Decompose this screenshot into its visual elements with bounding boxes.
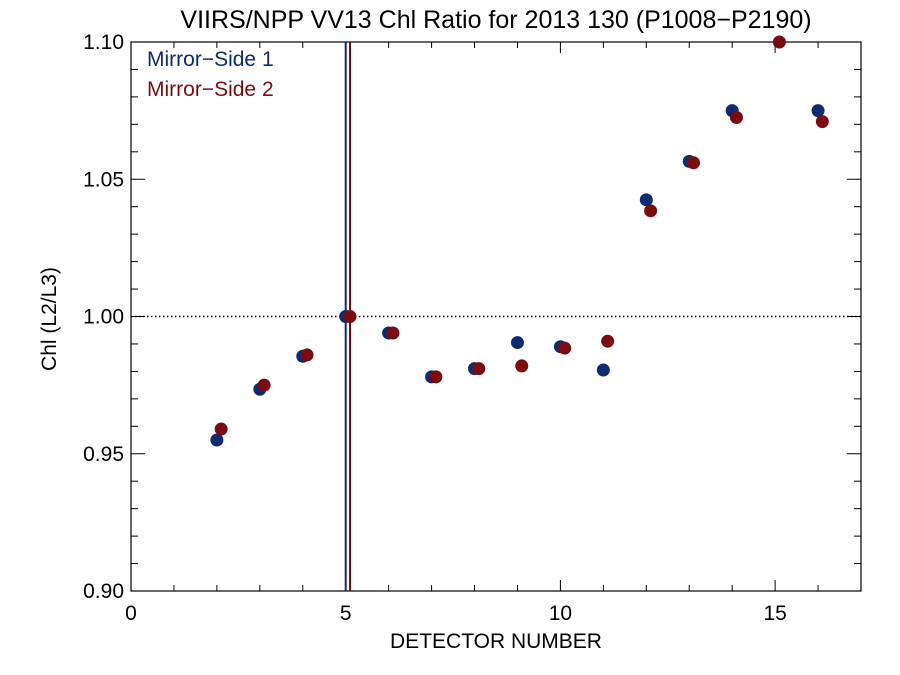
- legend: Mirror−Side 1 Mirror−Side 2: [147, 48, 274, 101]
- data-point-series-2: [772, 35, 786, 49]
- data-point-series-2: [644, 204, 658, 218]
- x-axis-label: DETECTOR NUMBER: [390, 630, 602, 653]
- y-tick-label: 1.05: [83, 168, 124, 191]
- data-point-series-1: [596, 363, 610, 377]
- legend-entry-mirror-side-1: Mirror−Side 1: [147, 48, 274, 71]
- data-point-series-1: [210, 433, 224, 447]
- data-point-series-2: [343, 310, 357, 323]
- data-point-series-1: [510, 336, 524, 350]
- x-tick-label: 0: [125, 602, 137, 625]
- y-tick-label: 1.00: [83, 306, 124, 329]
- data-point-series-2: [815, 115, 829, 129]
- y-axis-label: Chl (L2/L3): [38, 267, 61, 371]
- data-point-series-2: [558, 341, 572, 355]
- data-point-series-2: [386, 326, 400, 340]
- data-point-series-2: [429, 370, 443, 384]
- data-point-series-1: [639, 193, 653, 207]
- data-point-series-2: [257, 378, 271, 392]
- data-point-series-2: [300, 348, 314, 362]
- x-tick-label: 10: [549, 602, 572, 625]
- y-tick-label: 1.10: [83, 31, 124, 54]
- x-tick-label: 5: [340, 602, 352, 625]
- chart-title: VIIRS/NPP VV13 Chl Ratio for 2013 130 (P…: [180, 6, 811, 34]
- legend-entry-mirror-side-2: Mirror−Side 2: [147, 78, 274, 101]
- data-point-series-1: [811, 104, 825, 118]
- y-tick-label: 0.95: [83, 443, 124, 466]
- y-tick-label: 0.90: [83, 580, 124, 603]
- data-point-series-2: [515, 359, 529, 373]
- data-point-series-2: [472, 362, 486, 376]
- data-point-series-2: [729, 110, 743, 124]
- x-tick-label: 15: [763, 602, 786, 625]
- series-1-points: [210, 104, 825, 447]
- data-point-series-2: [687, 156, 701, 170]
- series-2-points: [214, 35, 829, 436]
- data-point-series-2: [601, 334, 615, 348]
- data-point-series-2: [214, 422, 228, 436]
